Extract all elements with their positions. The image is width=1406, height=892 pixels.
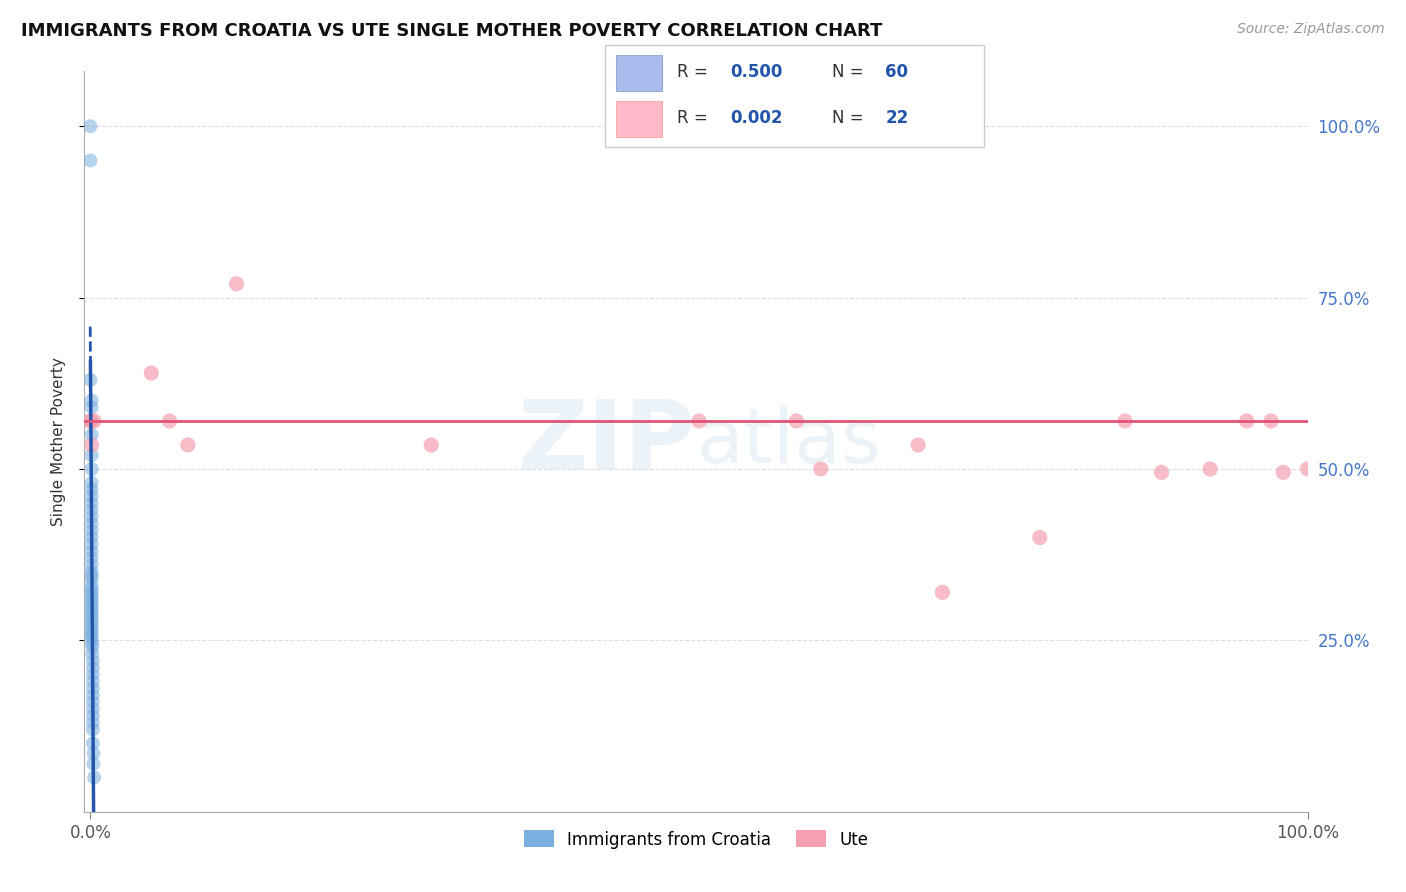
- Point: [80, 516, 103, 531]
- Point: [79, 153, 101, 168]
- Point: [82, 708, 104, 723]
- Text: 0.002: 0.002: [730, 110, 782, 128]
- Text: atlas: atlas: [696, 405, 880, 478]
- Point: [225, 277, 247, 291]
- Point: [82, 681, 104, 696]
- Text: Source: ZipAtlas.com: Source: ZipAtlas.com: [1237, 22, 1385, 37]
- Point: [82, 723, 104, 737]
- Point: [80, 393, 103, 408]
- Point: [80, 544, 103, 558]
- Point: [82, 756, 104, 771]
- FancyBboxPatch shape: [616, 55, 662, 91]
- Point: [177, 438, 200, 452]
- Point: [1296, 462, 1319, 476]
- Point: [80, 438, 103, 452]
- Text: 60: 60: [886, 63, 908, 81]
- Point: [80, 531, 103, 545]
- Point: [79, 119, 101, 133]
- Text: N =: N =: [832, 63, 869, 81]
- Point: [1029, 531, 1052, 545]
- Point: [80, 483, 103, 497]
- Point: [80, 623, 103, 637]
- Point: [1236, 414, 1258, 428]
- Point: [80, 448, 103, 462]
- Point: [80, 582, 103, 596]
- Y-axis label: Single Mother Poverty: Single Mother Poverty: [51, 357, 66, 526]
- Point: [80, 558, 103, 572]
- Legend: Immigrants from Croatia, Ute: Immigrants from Croatia, Ute: [517, 823, 875, 855]
- Point: [82, 637, 104, 651]
- Point: [79, 414, 101, 428]
- Point: [82, 688, 104, 702]
- FancyBboxPatch shape: [616, 101, 662, 137]
- Point: [82, 640, 104, 655]
- Point: [82, 736, 104, 750]
- Point: [810, 462, 832, 476]
- Point: [80, 630, 103, 644]
- Point: [80, 510, 103, 524]
- Point: [83, 771, 105, 785]
- Point: [785, 414, 807, 428]
- Point: [1260, 414, 1282, 428]
- Point: [1199, 462, 1222, 476]
- Point: [82, 647, 104, 661]
- Text: R =: R =: [676, 63, 713, 81]
- Point: [80, 551, 103, 566]
- Point: [82, 667, 104, 681]
- Point: [141, 366, 163, 380]
- Point: [80, 633, 103, 648]
- Point: [82, 695, 104, 709]
- Text: IMMIGRANTS FROM CROATIA VS UTE SINGLE MOTHER POVERTY CORRELATION CHART: IMMIGRANTS FROM CROATIA VS UTE SINGLE MO…: [21, 22, 883, 40]
- Point: [420, 438, 443, 452]
- Point: [82, 702, 104, 716]
- Point: [80, 462, 103, 476]
- Point: [82, 674, 104, 689]
- Point: [80, 537, 103, 551]
- Point: [80, 427, 103, 442]
- Text: N =: N =: [832, 110, 869, 128]
- Point: [80, 503, 103, 517]
- Point: [82, 654, 104, 668]
- Point: [80, 592, 103, 607]
- Point: [80, 496, 103, 510]
- FancyBboxPatch shape: [605, 45, 984, 147]
- Point: [1150, 466, 1173, 480]
- Text: 0.500: 0.500: [730, 63, 782, 81]
- Point: [80, 572, 103, 586]
- Point: [80, 401, 103, 415]
- Point: [79, 414, 101, 428]
- Point: [80, 578, 103, 592]
- Point: [907, 438, 929, 452]
- Point: [80, 589, 103, 603]
- Point: [80, 616, 103, 631]
- Point: [931, 585, 953, 599]
- Point: [82, 747, 104, 761]
- Point: [1114, 414, 1136, 428]
- Point: [80, 585, 103, 599]
- Point: [80, 524, 103, 538]
- Text: 22: 22: [886, 110, 908, 128]
- Point: [80, 606, 103, 620]
- Point: [82, 661, 104, 675]
- Point: [1272, 466, 1295, 480]
- Point: [80, 596, 103, 610]
- Point: [80, 626, 103, 640]
- Point: [83, 414, 105, 428]
- Point: [80, 414, 103, 428]
- Point: [82, 715, 104, 730]
- Point: [80, 602, 103, 616]
- Point: [80, 613, 103, 627]
- Point: [80, 565, 103, 579]
- Point: [159, 414, 181, 428]
- Text: ZIP: ZIP: [517, 395, 696, 488]
- Point: [80, 609, 103, 624]
- Point: [688, 414, 710, 428]
- Point: [80, 568, 103, 582]
- Point: [80, 619, 103, 633]
- Point: [80, 475, 103, 490]
- Point: [80, 489, 103, 503]
- Point: [80, 599, 103, 613]
- Text: R =: R =: [676, 110, 713, 128]
- Point: [79, 373, 101, 387]
